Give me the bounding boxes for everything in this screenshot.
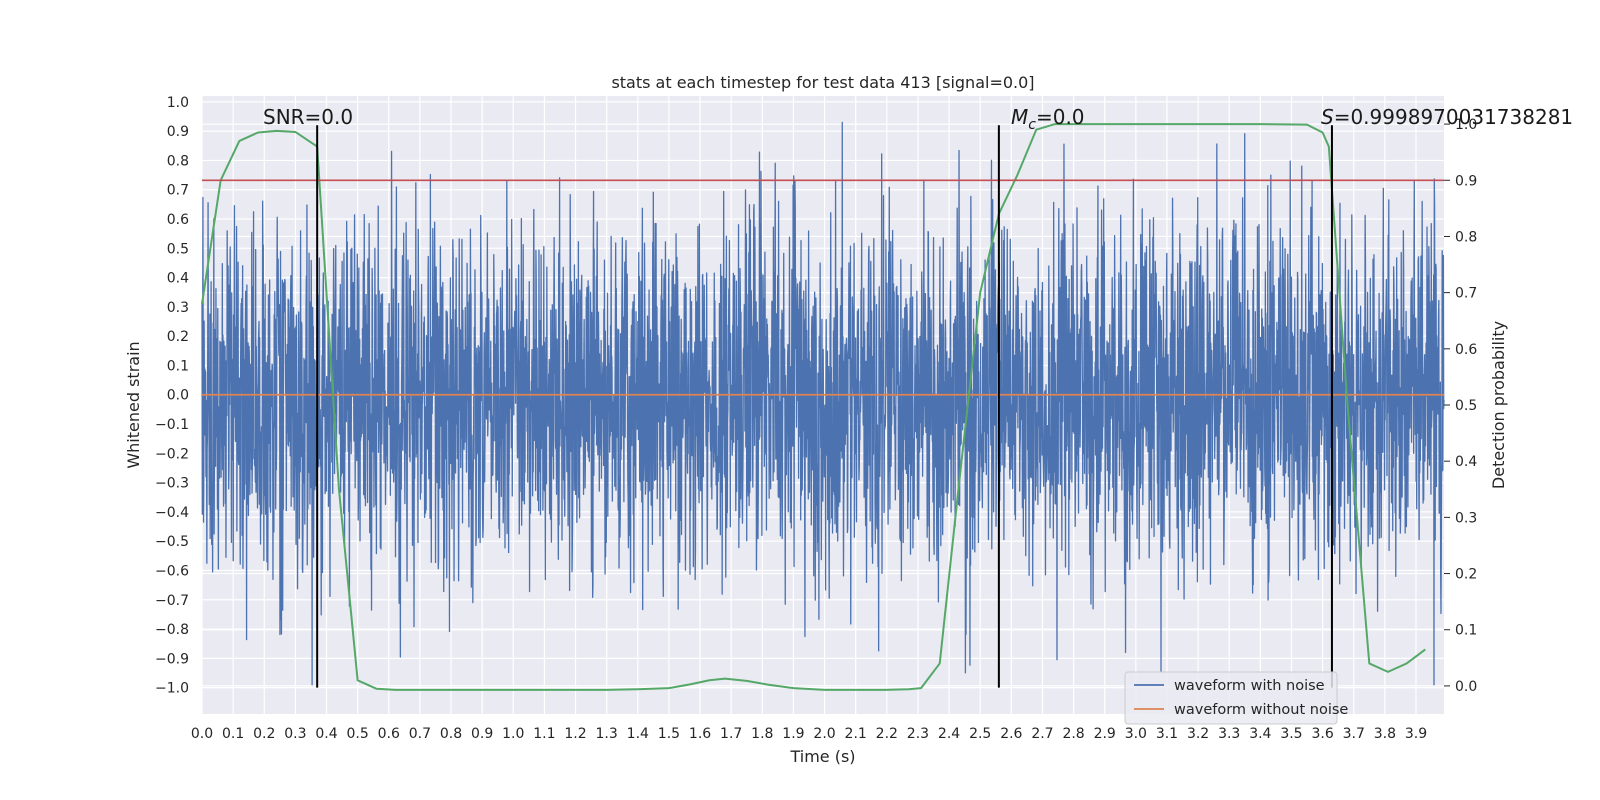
x-tick-label: 1.8 <box>751 726 773 742</box>
left-axis-ticks: 1.0 0.9 0.8 0.7 0.6 0.5 0.4 0.3 0.2 0.1 0.0 −0.1 −0.… <box>155 95 189 697</box>
x-tick-label: 2.1 <box>845 726 867 742</box>
x-tick-label: 1.6 <box>689 726 711 742</box>
x-tick-label: 2.5 <box>969 726 991 742</box>
x-tick-label: 1.5 <box>658 726 680 742</box>
legend-box <box>1124 671 1338 725</box>
x-tick-label: 3.2 <box>1187 726 1209 742</box>
y-tick-label-left: −0.3 <box>155 476 189 492</box>
y-tick-label-left: −0.7 <box>155 593 189 609</box>
y-tick-label-right: 0.0 <box>1455 679 1477 695</box>
y-tick-label-left: 0.4 <box>167 271 189 287</box>
x-tick-label: 0.8 <box>440 726 462 742</box>
y-tick-label-left: −0.6 <box>155 563 189 579</box>
x-tick-label: 3.8 <box>1374 726 1396 742</box>
x-tick-label: 1.7 <box>720 726 742 742</box>
x-axis-label: Time (s) <box>789 747 855 766</box>
x-tick-label: 2.7 <box>1031 726 1053 742</box>
x-tick-label: 0.6 <box>378 726 400 742</box>
y-tick-label-left: −0.8 <box>155 622 189 638</box>
x-tick-label: 0.1 <box>222 726 244 742</box>
x-tick-label: 1.3 <box>596 726 618 742</box>
annotations: SNR=0.0 Mc=0.0 S=0.9998970031738281 <box>263 105 1573 133</box>
y-tick-label-left: −0.1 <box>155 417 189 433</box>
x-tick-label: 0.5 <box>347 726 369 742</box>
x-tick-label: 1.1 <box>533 726 555 742</box>
x-tick-label: 1.9 <box>782 726 804 742</box>
right-axis-ticks: 1.0 0.9 0.8 0.7 0.6 0.5 0.4 0.3 0.2 0.1 0.0 <box>1444 117 1477 695</box>
x-tick-label: 1.2 <box>564 726 586 742</box>
series-waveform-with-noise <box>201 121 1445 686</box>
x-tick-label: 1.0 <box>502 726 524 742</box>
x-tick-label: 2.4 <box>938 726 960 742</box>
x-tick-label: 2.3 <box>907 726 929 742</box>
series-detection-probability <box>201 123 1426 691</box>
x-axis-ticks: 0.0 0.1 0.2 0.3 0.4 0.5 0.6 0.7 0.8 0.9 1.0 1.1 1.2 1… <box>191 726 1427 742</box>
legend-label-clean: waveform without noise <box>1174 702 1348 718</box>
x-tick-label: 2.9 <box>1094 726 1116 742</box>
y-tick-label-left: 0.1 <box>167 358 189 374</box>
x-tick-label: 3.7 <box>1343 726 1365 742</box>
annotation-snr: SNR=0.0 <box>263 105 353 129</box>
x-tick-label: 3.9 <box>1405 726 1427 742</box>
y-tick-label-right: 0.4 <box>1455 454 1477 470</box>
annotation-mc-value: =0.0 <box>1036 105 1085 129</box>
y-tick-label-left: −0.5 <box>155 534 189 550</box>
legend-label-noise: waveform with noise <box>1174 678 1325 694</box>
left-axis-label: Whitened strain <box>124 341 143 468</box>
annotation-mc: Mc=0.0 <box>1011 105 1085 133</box>
chart-title: stats at each timestep for test data 413… <box>611 73 1034 92</box>
y-tick-label-left: 0.6 <box>167 212 189 228</box>
annotation-s-symbol: S <box>1321 105 1334 129</box>
x-tick-label: 3.5 <box>1280 726 1302 742</box>
x-tick-label: 3.0 <box>1125 726 1147 742</box>
x-tick-label: 3.6 <box>1311 726 1333 742</box>
annotation-mc-subscript: c <box>1028 117 1036 133</box>
x-tick-label: 0.7 <box>409 726 431 742</box>
x-tick-label: 3.3 <box>1218 726 1240 742</box>
y-tick-label-left: 0.5 <box>167 241 189 257</box>
y-tick-label-left: 0.0 <box>167 388 189 404</box>
y-tick-label-left: 0.3 <box>167 300 189 316</box>
y-tick-label-right: 0.7 <box>1455 286 1477 302</box>
y-tick-label-right: 0.5 <box>1455 398 1477 414</box>
y-tick-label-left: 0.8 <box>167 153 189 169</box>
y-tick-label-left: −0.9 <box>155 651 189 667</box>
y-tick-label-left: 0.9 <box>167 124 189 140</box>
x-tick-label: 3.1 <box>1156 726 1178 742</box>
annotation-s: S=0.9998970031738281 <box>1321 105 1573 129</box>
noise-series-layer <box>201 121 1445 686</box>
y-tick-label-left: 0.7 <box>167 183 189 199</box>
x-tick-label: 0.9 <box>471 726 493 742</box>
x-tick-label: 0.2 <box>253 726 275 742</box>
x-tick-label: 3.4 <box>1249 726 1271 742</box>
annotation-s-value: =0.9998970031738281 <box>1334 105 1573 129</box>
y-tick-label-left: 0.2 <box>167 329 189 345</box>
y-tick-label-left: −1.0 <box>155 681 189 697</box>
x-tick-label: 1.4 <box>627 726 649 742</box>
x-tick-label: 0.4 <box>315 726 337 742</box>
y-tick-label-left: −0.4 <box>155 505 189 521</box>
x-tick-label: 2.6 <box>1000 726 1022 742</box>
y-tick-label-right: 0.2 <box>1455 567 1477 583</box>
y-tick-label-right: 1.0 <box>1455 117 1477 133</box>
lines-layer <box>201 123 1444 691</box>
y-tick-label-right: 0.6 <box>1455 342 1477 358</box>
x-tick-label: 2.8 <box>1062 726 1084 742</box>
y-tick-label-left: 1.0 <box>167 95 189 111</box>
y-tick-label-right: 0.3 <box>1455 510 1477 526</box>
right-axis-label: Detection probability <box>1489 321 1508 489</box>
vlines-layer <box>316 125 1333 688</box>
x-tick-label: 2.2 <box>876 726 898 742</box>
x-tick-label: 0.3 <box>284 726 306 742</box>
annotation-mc-symbol: M <box>1011 105 1028 129</box>
y-tick-label-right: 0.9 <box>1455 173 1477 189</box>
y-tick-label-right: 0.1 <box>1455 623 1477 639</box>
y-tick-label-right: 0.8 <box>1455 229 1477 245</box>
x-tick-label: 2.0 <box>813 726 835 742</box>
x-tick-label: 0.0 <box>191 726 213 742</box>
y-tick-label-left: −0.2 <box>155 446 189 462</box>
legend: waveform with noise waveform without noi… <box>1124 671 1348 725</box>
